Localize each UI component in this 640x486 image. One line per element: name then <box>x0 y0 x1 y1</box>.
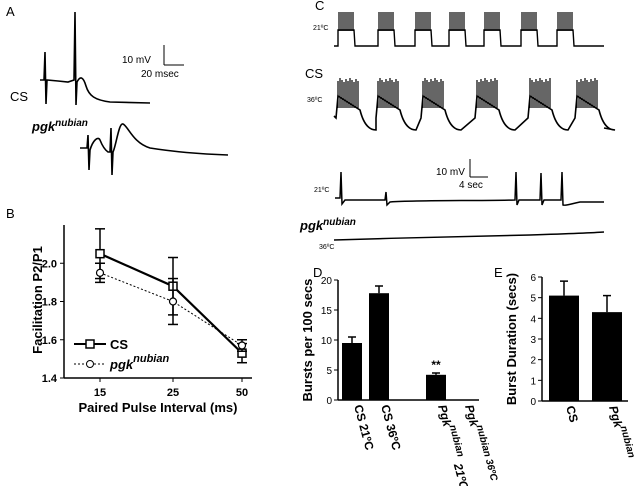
e-y-tick-label: 4 <box>530 314 536 325</box>
b-x-tick-label: 50 <box>236 387 248 399</box>
d-y-tick-label: 5 <box>326 366 332 377</box>
panel-a-pgk-label: pgknubian <box>31 118 88 134</box>
panel-c-scale-sec: 4 sec <box>459 180 483 191</box>
b-point-square <box>95 248 105 259</box>
b-x-tick-label: 15 <box>94 387 106 399</box>
e-y-tick-label: 0 <box>530 397 536 408</box>
e-y-tick-label: 1 <box>530 376 536 387</box>
b-y-tick-label: 2.0 <box>42 258 57 270</box>
d-category-label: CS 21ºC <box>351 403 377 452</box>
panel-a-scale-msec: 20 msec <box>141 69 179 80</box>
e-y-tick-label: 5 <box>530 294 536 305</box>
d-bar <box>369 293 389 400</box>
d-y-tick-label: 10 <box>321 336 333 347</box>
d-significance-annotation: ** <box>431 358 441 372</box>
panel-a-pgk-trace <box>80 123 229 176</box>
b-point-circle <box>95 268 105 277</box>
panel-c-pgk-label: pgknubian <box>299 217 356 233</box>
b-x-tick-label: 25 <box>167 387 179 399</box>
panel-c-cs-21-trace <box>334 12 604 47</box>
panel-c-pgk-21-trace <box>335 171 604 207</box>
b-legend-cs: CS <box>110 337 128 352</box>
e-y-tick-label: 6 <box>530 273 536 284</box>
b-legend-marker-pgk <box>86 360 94 368</box>
panel-e-label: E <box>494 265 503 280</box>
d-y-tick-label: 20 <box>321 276 333 287</box>
e-category-label: CS <box>563 404 581 424</box>
d-bar <box>426 374 446 400</box>
e-bar <box>592 312 622 401</box>
panel-c-cs-label: CS <box>305 66 323 81</box>
panel-a-scale-bar: 10 mV 20 msec <box>122 45 184 80</box>
panel-c-cs-21-temp: 21ºC <box>313 25 328 32</box>
b-legend-marker-cs <box>85 339 95 349</box>
e-y-axis-label: Burst Duration (secs) <box>504 273 519 405</box>
e-y-tick-label: 3 <box>530 335 536 346</box>
panel-c-pgk-21-temp: 21ºC <box>314 187 329 194</box>
chart-e: 0 1 2 3 4 5 6 CS Pgknubian Burst Duration (secs) <box>504 273 637 460</box>
b-y-tick-label: 1.6 <box>42 335 57 347</box>
e-category-label: Pgknubian <box>606 403 637 460</box>
b-y-axis-label: Facilitation P2/P1 <box>30 246 45 354</box>
panel-c-pgk-36-temp: 36ºC <box>319 244 334 251</box>
b-point-circle <box>237 341 247 350</box>
d-y-tick-label: 0 <box>326 396 332 407</box>
panel-a-scale-mv: 10 mV <box>122 55 151 66</box>
panel-a-label: A <box>6 4 15 19</box>
panel-c-pgk-36-trace <box>333 231 605 241</box>
b-y-tick-label: 1.4 <box>42 373 58 385</box>
d-bar <box>342 343 362 400</box>
d-category-label: CS 36ºC <box>378 403 404 452</box>
panel-c-scale-bar: 10 mV 4 sec <box>436 159 488 191</box>
e-bar <box>549 295 579 401</box>
panel-c-cs-36-temp: 36ºC <box>307 97 322 104</box>
panel-a-cs-label: CS <box>10 89 28 104</box>
panel-a-cs-trace <box>40 11 151 106</box>
b-point-circle <box>168 297 178 306</box>
b-series-line-1 <box>99 272 243 346</box>
d-y-tick-label: 15 <box>321 306 333 317</box>
panel-b-label: B <box>6 206 15 221</box>
panel-c-scale-mv: 10 mV <box>436 167 465 178</box>
panel-d-label: D <box>313 265 322 280</box>
e-y-tick-label: 2 <box>530 356 536 367</box>
panel-c-cs-36-trace <box>333 78 616 131</box>
b-x-axis-label: Paired Pulse Interval (ms) <box>79 400 238 415</box>
panel-c-label: C <box>315 0 324 13</box>
b-legend-pgk: pgknubian <box>109 353 169 372</box>
b-y-tick-label: 1.8 <box>42 297 57 309</box>
d-y-axis-label: Bursts per 100 secs <box>300 279 315 402</box>
